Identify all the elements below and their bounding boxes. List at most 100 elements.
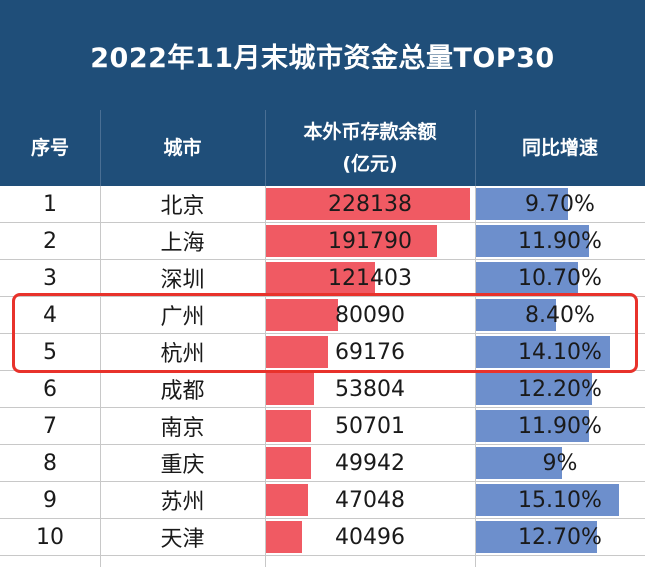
deposit-value: 47048	[265, 482, 475, 518]
deposit-value: 191790	[265, 223, 475, 259]
rank-cell-text: 5	[43, 339, 57, 365]
deposit-bar	[266, 336, 328, 368]
rank-cell-text: 2	[43, 228, 57, 254]
deposit-value: 53804	[265, 371, 475, 407]
city-cell-text: 重庆	[160, 453, 205, 478]
growth-bar	[476, 262, 578, 294]
city-cell-text: 上海	[160, 231, 205, 256]
growth-bar	[476, 299, 556, 331]
city-cell: 广州	[100, 297, 265, 333]
growth-bar	[476, 484, 619, 516]
city-cell-text: 天津	[160, 527, 205, 552]
growth-value-text: 12.20%	[518, 376, 602, 402]
city-cell-text: 深圳	[160, 268, 205, 293]
highlight-box	[12, 293, 638, 373]
growth-value: 12.20%	[475, 371, 645, 407]
rank-cell: 8	[0, 445, 100, 481]
rank-cell: 3	[0, 260, 100, 296]
rank-cell-text: 6	[43, 376, 57, 402]
growth-value: 10.70%	[475, 260, 645, 296]
deposit-value-text: 121403	[328, 265, 412, 291]
table-row: 3 深圳 121403 10.70%	[0, 260, 645, 297]
deposit-value-text: 47048	[335, 487, 405, 513]
rank-cell: 7	[0, 408, 100, 444]
rank-cell: 1	[0, 186, 100, 222]
rank-cell-text: 8	[43, 450, 57, 476]
table-row: 7 南京 50701 11.90%	[0, 408, 645, 445]
city-cell-text: 广州	[160, 305, 205, 330]
growth-bar	[476, 521, 597, 553]
growth-value-text: 8.40%	[525, 302, 595, 328]
growth-value: 8.40%	[475, 297, 645, 333]
column-divider	[265, 186, 266, 567]
city-cell-text: 成都	[160, 379, 205, 404]
header-deposits: 本外币存款余额 (亿元)	[265, 110, 475, 186]
rank-cell: 6	[0, 371, 100, 407]
rank-cell: 5	[0, 334, 100, 370]
deposit-bar	[266, 410, 311, 442]
deposit-value-text: 40496	[335, 524, 405, 550]
deposit-value-text: 50701	[335, 413, 405, 439]
growth-value-text: 10.70%	[518, 265, 602, 291]
growth-bar	[476, 410, 589, 442]
growth-value: 14.10%	[475, 334, 645, 370]
deposit-value-text: 49942	[335, 450, 405, 476]
deposit-value: 121403	[265, 260, 475, 296]
growth-value: 11.90%	[475, 223, 645, 259]
table-row: 2 上海 191790 11.90%	[0, 223, 645, 260]
column-divider	[475, 186, 476, 567]
deposit-value-text: 228138	[328, 191, 412, 217]
deposit-bar	[266, 521, 302, 553]
header-growth: 同比增速	[521, 137, 598, 159]
growth-value-text: 14.10%	[518, 339, 602, 365]
deposit-value: 228138	[265, 186, 475, 222]
deposit-value-text: 80090	[335, 302, 405, 328]
column-divider	[100, 186, 101, 567]
deposit-value: 40496	[265, 519, 475, 555]
deposit-value: 49942	[265, 445, 475, 481]
table-header-row: 序号 城市 本外币存款余额 (亿元) 同比增速	[0, 110, 645, 186]
deposit-value: 80090	[265, 297, 475, 333]
growth-value-text: 9%	[542, 450, 578, 476]
rank-cell-text: 3	[43, 265, 57, 291]
deposit-bar	[266, 225, 437, 257]
deposit-value: 50701	[265, 408, 475, 444]
rank-cell-text: 1	[43, 191, 57, 217]
growth-value-text: 9.70%	[525, 191, 595, 217]
growth-value: 12.70%	[475, 519, 645, 555]
growth-value: 11.90%	[475, 408, 645, 444]
growth-value-text: 11.90%	[518, 228, 602, 254]
city-cell: 成都	[100, 371, 265, 407]
rank-cell: 10	[0, 519, 100, 555]
table-row: 6 成都 53804 12.20%	[0, 371, 645, 408]
deposit-bar	[266, 447, 311, 479]
header-deposits-line1: 本外币存款余额	[303, 121, 437, 143]
table-row: 4 广州 80090 8.40%	[0, 297, 645, 334]
growth-bar	[476, 225, 589, 257]
rank-cell: 9	[0, 482, 100, 518]
deposit-value: 69176	[265, 334, 475, 370]
header-city: 城市	[163, 137, 202, 159]
city-cell-text: 南京	[160, 416, 205, 441]
city-cell: 南京	[100, 408, 265, 444]
rank-cell: 4	[0, 297, 100, 333]
growth-bar	[476, 336, 610, 368]
city-cell: 北京	[100, 186, 265, 222]
city-cell-text: 北京	[160, 194, 205, 219]
city-cell-text: 苏州	[160, 490, 205, 515]
header-divider	[475, 110, 476, 186]
rank-cell: 2	[0, 223, 100, 259]
city-cell: 重庆	[100, 445, 265, 481]
table-row: 9 苏州 47048 15.10%	[0, 482, 645, 519]
deposit-value-text: 53804	[335, 376, 405, 402]
growth-bar	[476, 447, 562, 479]
rank-cell-text: 10	[36, 524, 64, 550]
growth-bar	[476, 188, 568, 220]
rank-cell-text: 9	[43, 487, 57, 513]
table-row: 10 天津 40496 12.70%	[0, 519, 645, 556]
growth-value: 9%	[475, 445, 645, 481]
table-title: 2022年11月末城市资金总量TOP30	[0, 0, 645, 110]
growth-value-text: 11.90%	[518, 413, 602, 439]
header-deposits-line2: (亿元)	[342, 153, 398, 175]
deposit-bar	[266, 299, 338, 331]
